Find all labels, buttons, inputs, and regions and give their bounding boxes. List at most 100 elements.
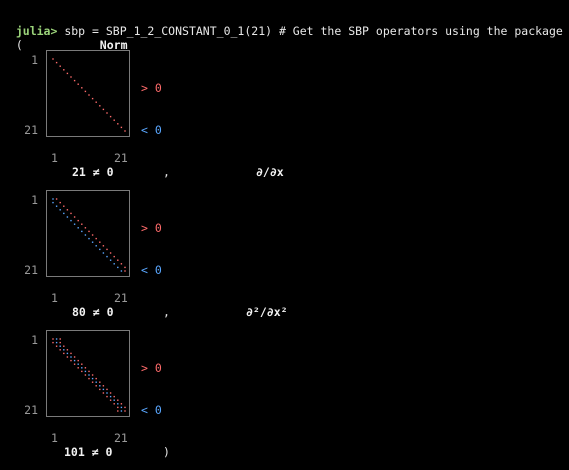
matrix-entry xyxy=(55,341,58,344)
matrix-entry xyxy=(70,359,72,362)
matrix-entry xyxy=(120,403,123,405)
matrix-entry xyxy=(117,403,119,405)
matrix-entry xyxy=(95,381,97,383)
matrix-entry xyxy=(52,58,54,60)
matrix-entry xyxy=(120,410,123,412)
matrix-entry xyxy=(55,338,58,340)
julia-prompt: julia> xyxy=(15,24,58,38)
matrix-entry xyxy=(81,223,83,225)
matrix-entry xyxy=(63,205,65,207)
matrix-entry xyxy=(77,359,79,362)
matrix-entry xyxy=(73,363,76,365)
matrix-entry xyxy=(59,341,61,344)
matrix-entry xyxy=(91,234,94,236)
matrix-entry xyxy=(84,90,87,93)
matrix-entry xyxy=(66,72,69,75)
matrix-entry xyxy=(117,406,119,409)
matrix-entry xyxy=(102,388,105,391)
matrix-entry xyxy=(63,345,65,347)
matrix-entry xyxy=(113,403,115,405)
matrix-entry xyxy=(73,223,76,225)
legend-positive: > 0 xyxy=(141,81,162,95)
matrix-entry xyxy=(77,363,79,365)
matrix-entry xyxy=(70,212,72,215)
nnz-label-norm: 21 ≠ 0 xyxy=(72,165,114,179)
matrix-entry xyxy=(77,219,79,222)
matrix-entry xyxy=(102,385,105,387)
matrix-entry xyxy=(106,248,108,251)
matrix-entry xyxy=(55,61,58,64)
matrix-entry xyxy=(59,201,61,204)
matrix-entry xyxy=(95,101,97,103)
legend-negative: < 0 xyxy=(141,403,162,417)
matrix-entry xyxy=(124,270,126,272)
legend-positive: > 0 xyxy=(141,221,162,235)
y-tick-bottom: 21 xyxy=(24,263,38,277)
matrix-entry xyxy=(70,352,72,355)
matrix-entry xyxy=(102,245,105,247)
matrix-entry xyxy=(77,367,79,369)
matrix-entry xyxy=(99,241,101,243)
matrix-entry xyxy=(81,370,83,373)
matrix-entry xyxy=(66,216,69,218)
legend-norm: > 0 < 0 xyxy=(141,53,169,165)
nnz-label-second-derivative: 101 ≠ 0 xyxy=(64,445,113,459)
matrix-entry xyxy=(52,201,54,204)
matrix-entry xyxy=(120,263,123,265)
matrix-entry xyxy=(120,126,123,129)
matrix-entry xyxy=(70,76,72,78)
nnz-label-first-derivative: 80 ≠ 0 xyxy=(72,305,114,319)
matrix-entry xyxy=(59,338,61,340)
matrix-entry xyxy=(55,345,58,347)
matrix-entry xyxy=(106,392,108,394)
legend-second-derivative: > 0 < 0 xyxy=(141,333,169,445)
x-tick-right: 21 xyxy=(114,291,128,305)
matrix-entry xyxy=(81,367,83,369)
matrix-entry xyxy=(99,381,101,383)
matrix-entry xyxy=(63,352,65,355)
matrix-entry xyxy=(52,341,54,344)
y-tick-bottom: 21 xyxy=(24,123,38,137)
matrix-entry xyxy=(124,266,126,269)
matrix-entry xyxy=(81,230,83,233)
matrix-entry xyxy=(77,227,79,229)
x-tick-left: 1 xyxy=(51,431,58,445)
matrix-entry xyxy=(95,245,97,247)
matrix-block-norm: 1 21 > 0 < 0 1 21 21 ≠ 0 , ∂/∂x xyxy=(0,50,569,190)
matrix-entry xyxy=(120,270,123,272)
matrix-entry xyxy=(73,79,76,82)
matrix-entry xyxy=(63,212,65,215)
matrix-entry xyxy=(55,205,58,207)
matrix-entry xyxy=(99,388,101,391)
matrix-entry xyxy=(109,395,112,398)
sparsity-canvas-norm xyxy=(52,58,126,132)
comma-separator: , xyxy=(163,305,170,319)
sparsity-plot-second-derivative xyxy=(46,330,130,417)
matrix-entry xyxy=(91,381,94,383)
matrix-entry xyxy=(84,227,87,229)
matrix-entry xyxy=(109,115,112,118)
matrix-entry xyxy=(81,363,83,365)
matrix-entry xyxy=(81,87,83,89)
sparsity-canvas-first-derivative xyxy=(52,198,126,272)
matrix-entry xyxy=(88,374,90,376)
matrix-entry xyxy=(66,356,69,358)
matrix-entry xyxy=(84,374,87,376)
matrix-entry xyxy=(84,367,87,369)
x-tick-right: 21 xyxy=(114,151,128,165)
matrix-entry xyxy=(102,108,105,111)
matrix-entry xyxy=(95,385,97,387)
command-line: julia> sbp = SBP_1_2_CONSTANT_0_1(21) # … xyxy=(2,10,563,38)
x-tick-left: 1 xyxy=(51,151,58,165)
matrix-entry xyxy=(117,266,119,269)
matrix-entry xyxy=(120,406,123,409)
matrix-entry xyxy=(113,255,115,258)
matrix-entry xyxy=(73,359,76,362)
matrix-entry xyxy=(70,219,72,222)
matrix-entry xyxy=(106,112,108,114)
operator-label-derivative: ∂/∂x xyxy=(256,165,284,179)
matrix-entry xyxy=(52,338,54,340)
y-tick-bottom: 21 xyxy=(24,403,38,417)
legend-first-derivative: > 0 < 0 xyxy=(141,193,169,305)
command-text: sbp = SBP_1_2_CONSTANT_0_1(21) # Get the… xyxy=(57,24,563,38)
